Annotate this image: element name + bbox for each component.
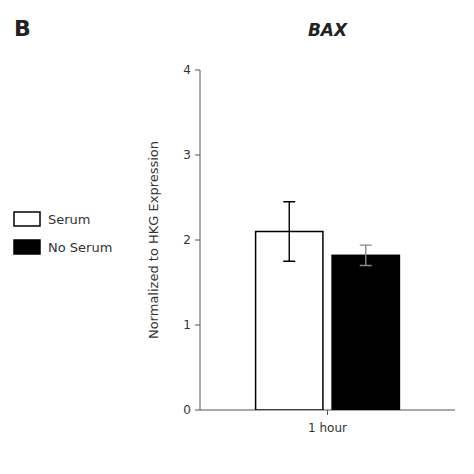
legend-swatch — [14, 240, 40, 254]
marks — [256, 202, 400, 410]
bar — [332, 255, 399, 410]
tick-label: 4 — [183, 63, 191, 77]
error-bar — [283, 202, 295, 262]
legend-label: No Serum — [48, 240, 112, 255]
category-label: 1 hour — [308, 421, 347, 435]
legend-swatch — [14, 212, 40, 226]
tick — [195, 410, 200, 411]
tick — [195, 155, 200, 156]
axis-line — [200, 70, 201, 410]
error-bar — [360, 245, 372, 265]
tick — [195, 325, 200, 326]
tick-label: 2 — [183, 233, 191, 247]
tick-label: 3 — [183, 148, 191, 162]
legend: Serum No Serum — [14, 212, 112, 255]
panel-label: B — [14, 16, 31, 41]
tick-label: 1 — [183, 318, 191, 332]
axis-label: Normalized to HKG Expression — [146, 141, 161, 339]
title: BAX — [308, 20, 348, 40]
legend-label: Serum — [48, 212, 91, 227]
tick — [195, 240, 200, 241]
tick — [195, 70, 200, 71]
chart: BAX B 0 1 2 3 4 Normalized to HKG Expression 1 h… — [0, 0, 474, 474]
y-axis: 0 1 2 3 4 — [183, 63, 455, 417]
tick-label: 0 — [183, 403, 191, 417]
tick — [327, 410, 328, 415]
